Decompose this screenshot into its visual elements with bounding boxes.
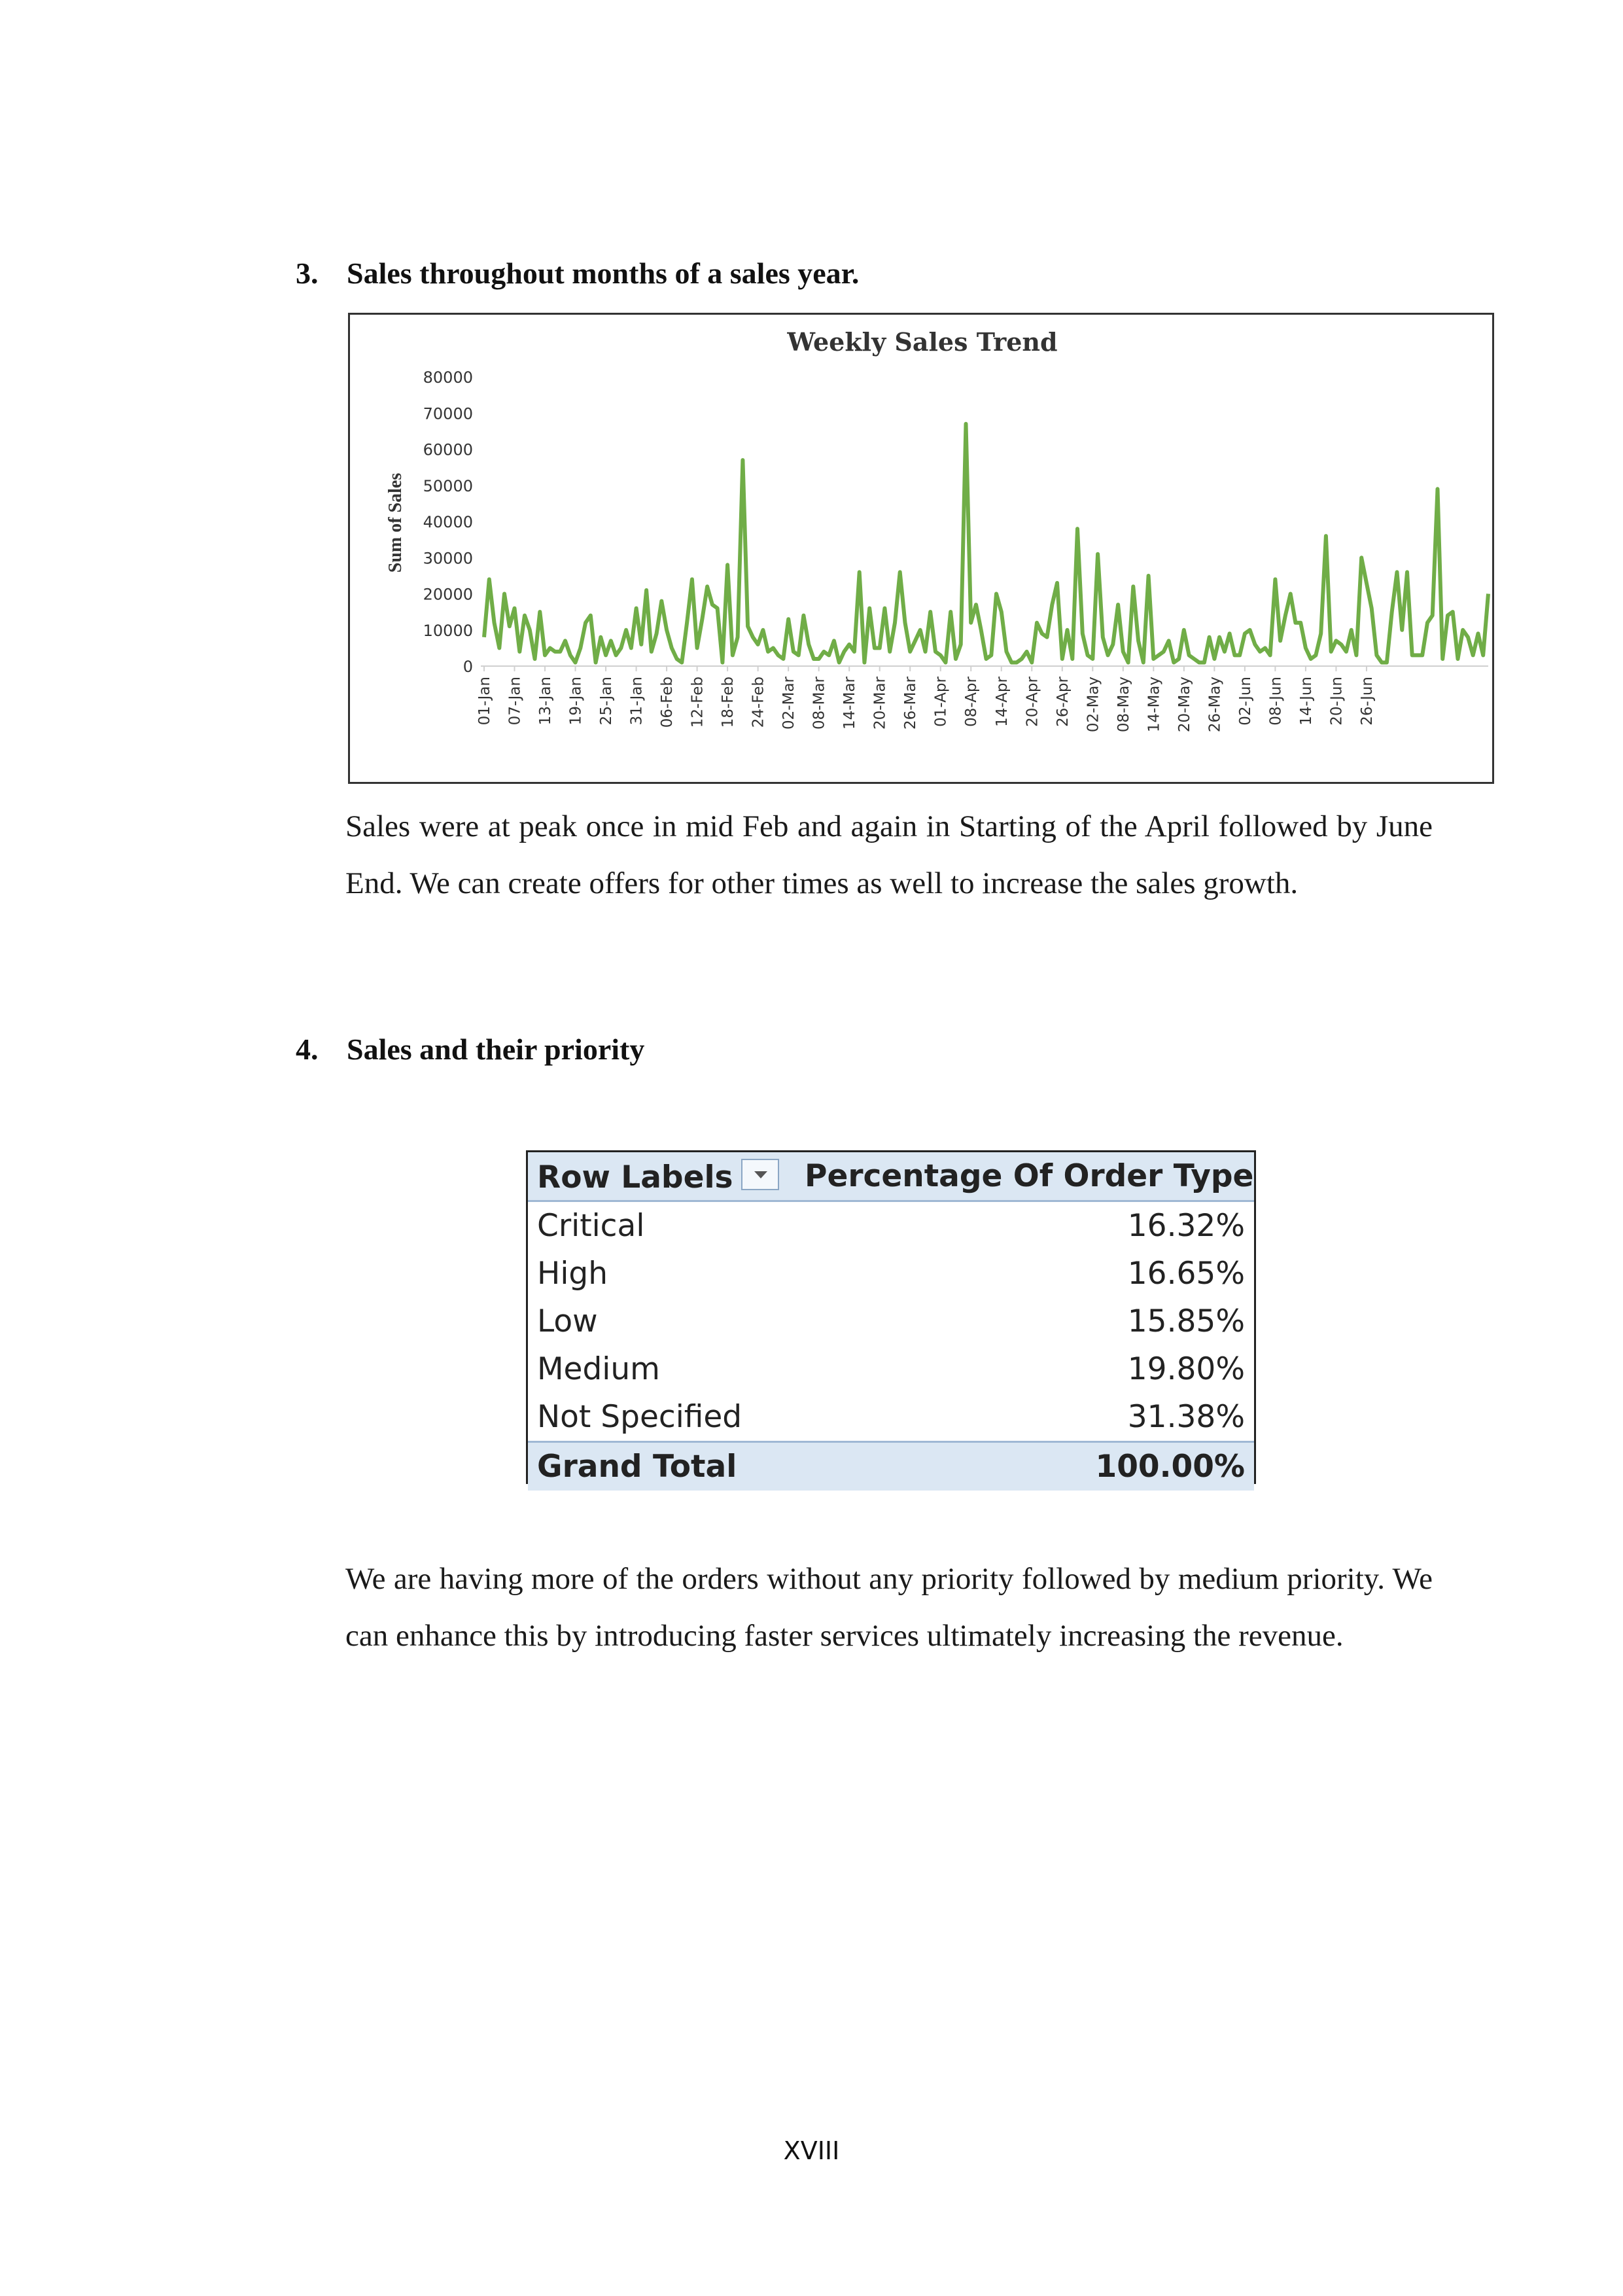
y-tick-label: 0	[463, 658, 473, 676]
order-priority-pivot-table: Row Labels Percentage Of Order Type Crit…	[526, 1150, 1256, 1491]
weekly-sales-chart: Weekly Sales Trend Sum of Sales 0 10000 20…	[348, 313, 1494, 784]
page-number: XVIII	[783, 2136, 840, 2165]
x-tick-label: 19-Jan	[568, 677, 585, 725]
section-4-heading: 4. Sales and their priority	[296, 1031, 644, 1068]
x-tick-label: 07-Jan	[507, 677, 524, 725]
y-tick-label: 70000	[423, 404, 473, 423]
x-tick-label: 26-May	[1206, 677, 1223, 732]
section-4-title: Sales and their priority	[347, 1033, 645, 1066]
x-tick-label: 20-May	[1176, 677, 1193, 732]
row-label: High	[537, 1256, 608, 1292]
row-label: Not Specified	[537, 1399, 742, 1435]
section-4-paragraph: We are having more of the orders without…	[345, 1562, 1433, 1653]
percentage-header: Percentage Of Order Type	[795, 1152, 1254, 1202]
x-tick-label: 26-Jun	[1359, 677, 1376, 726]
sales-series-line	[482, 421, 1490, 665]
table-row: Not Specified 31.38%	[528, 1393, 1254, 1442]
x-tick-label: 14-Jun	[1298, 677, 1315, 726]
x-tick-label: 20-Apr	[1024, 676, 1041, 726]
table-row: Low 15.85%	[528, 1298, 1254, 1345]
x-tick-label: 31-Jan	[629, 677, 646, 725]
y-tick-label: 30000	[423, 549, 473, 567]
row-labels-header[interactable]: Row Labels	[528, 1152, 795, 1202]
x-tick-label: 18-Feb	[720, 677, 737, 728]
x-tick-label: 14-Apr	[994, 676, 1011, 726]
row-label: Low	[537, 1303, 598, 1339]
section-3-heading: 3. Sales throughout months of a sales yea…	[296, 255, 859, 292]
y-axis-label: Sum of Sales	[385, 473, 406, 573]
section-3-paragraph: Sales were at peak once in mid Feb and a…	[345, 809, 1433, 900]
chart-title: Weekly Sales Trend	[786, 327, 1057, 357]
x-tick-label: 02-Mar	[780, 676, 797, 730]
x-tick-label: 08-Apr	[963, 676, 980, 726]
y-tick-label: 40000	[423, 513, 473, 531]
weekly-sales-chart-svg: Weekly Sales Trend Sum of Sales 0 10000 20…	[385, 327, 1490, 732]
x-tick-label: 14-May	[1145, 677, 1162, 732]
grand-total-row: Grand Total 100.00%	[528, 1441, 1254, 1491]
row-value: 19.80%	[1127, 1351, 1245, 1387]
y-tick-label: 50000	[423, 477, 473, 495]
table-row: Medium 19.80%	[528, 1345, 1254, 1393]
table-row: Critical 16.32%	[528, 1201, 1254, 1250]
grand-total-label: Grand Total	[528, 1441, 795, 1491]
x-tick-label: 02-May	[1085, 677, 1102, 732]
section-4-number: 4.	[296, 1033, 319, 1066]
table-row: High 16.65%	[528, 1250, 1254, 1298]
x-tick-label: 06-Feb	[659, 677, 676, 728]
x-tick-label: 20-Jun	[1328, 677, 1345, 726]
x-tick-label: 08-Jun	[1267, 677, 1284, 726]
pivot-header-row: Row Labels Percentage Of Order Type	[528, 1152, 1254, 1202]
x-tick-label: 02-Jun	[1237, 677, 1254, 726]
x-tick-label: 24-Feb	[750, 677, 767, 728]
y-tick-label: 10000	[423, 622, 473, 640]
row-labels-header-text: Row Labels	[537, 1159, 733, 1195]
row-label: Critical	[537, 1208, 645, 1244]
x-tick-label: 01-Jan	[476, 677, 493, 725]
x-tick-label: 01-Apr	[933, 676, 950, 726]
y-tick-label: 20000	[423, 586, 473, 604]
y-tick-label: 60000	[423, 441, 473, 459]
row-value: 31.38%	[1127, 1399, 1245, 1435]
x-tick-label: 26-Apr	[1055, 676, 1072, 726]
section-3-number: 3.	[296, 256, 319, 290]
x-tick-label: 20-Mar	[872, 676, 889, 730]
dropdown-arrow-icon[interactable]	[741, 1159, 779, 1190]
x-tick-label: 14-Mar	[841, 676, 858, 730]
x-tick-label: 12-Feb	[689, 677, 707, 728]
x-tick-label: 13-Jan	[537, 677, 554, 725]
x-tick-label: 08-Mar	[811, 676, 828, 730]
y-tick-label: 80000	[423, 368, 473, 387]
row-value: 15.85%	[1127, 1303, 1245, 1339]
row-label: Medium	[537, 1351, 660, 1387]
x-tick-label: 25-Jan	[598, 677, 615, 725]
grand-total-value: 100.00%	[795, 1441, 1254, 1491]
x-tick-label: 08-May	[1115, 677, 1132, 732]
section-3-title: Sales throughout months of a sales year.	[347, 256, 860, 290]
x-tick-label: 26-Mar	[902, 676, 919, 730]
row-value: 16.65%	[1127, 1256, 1245, 1292]
row-value: 16.32%	[1127, 1208, 1245, 1244]
